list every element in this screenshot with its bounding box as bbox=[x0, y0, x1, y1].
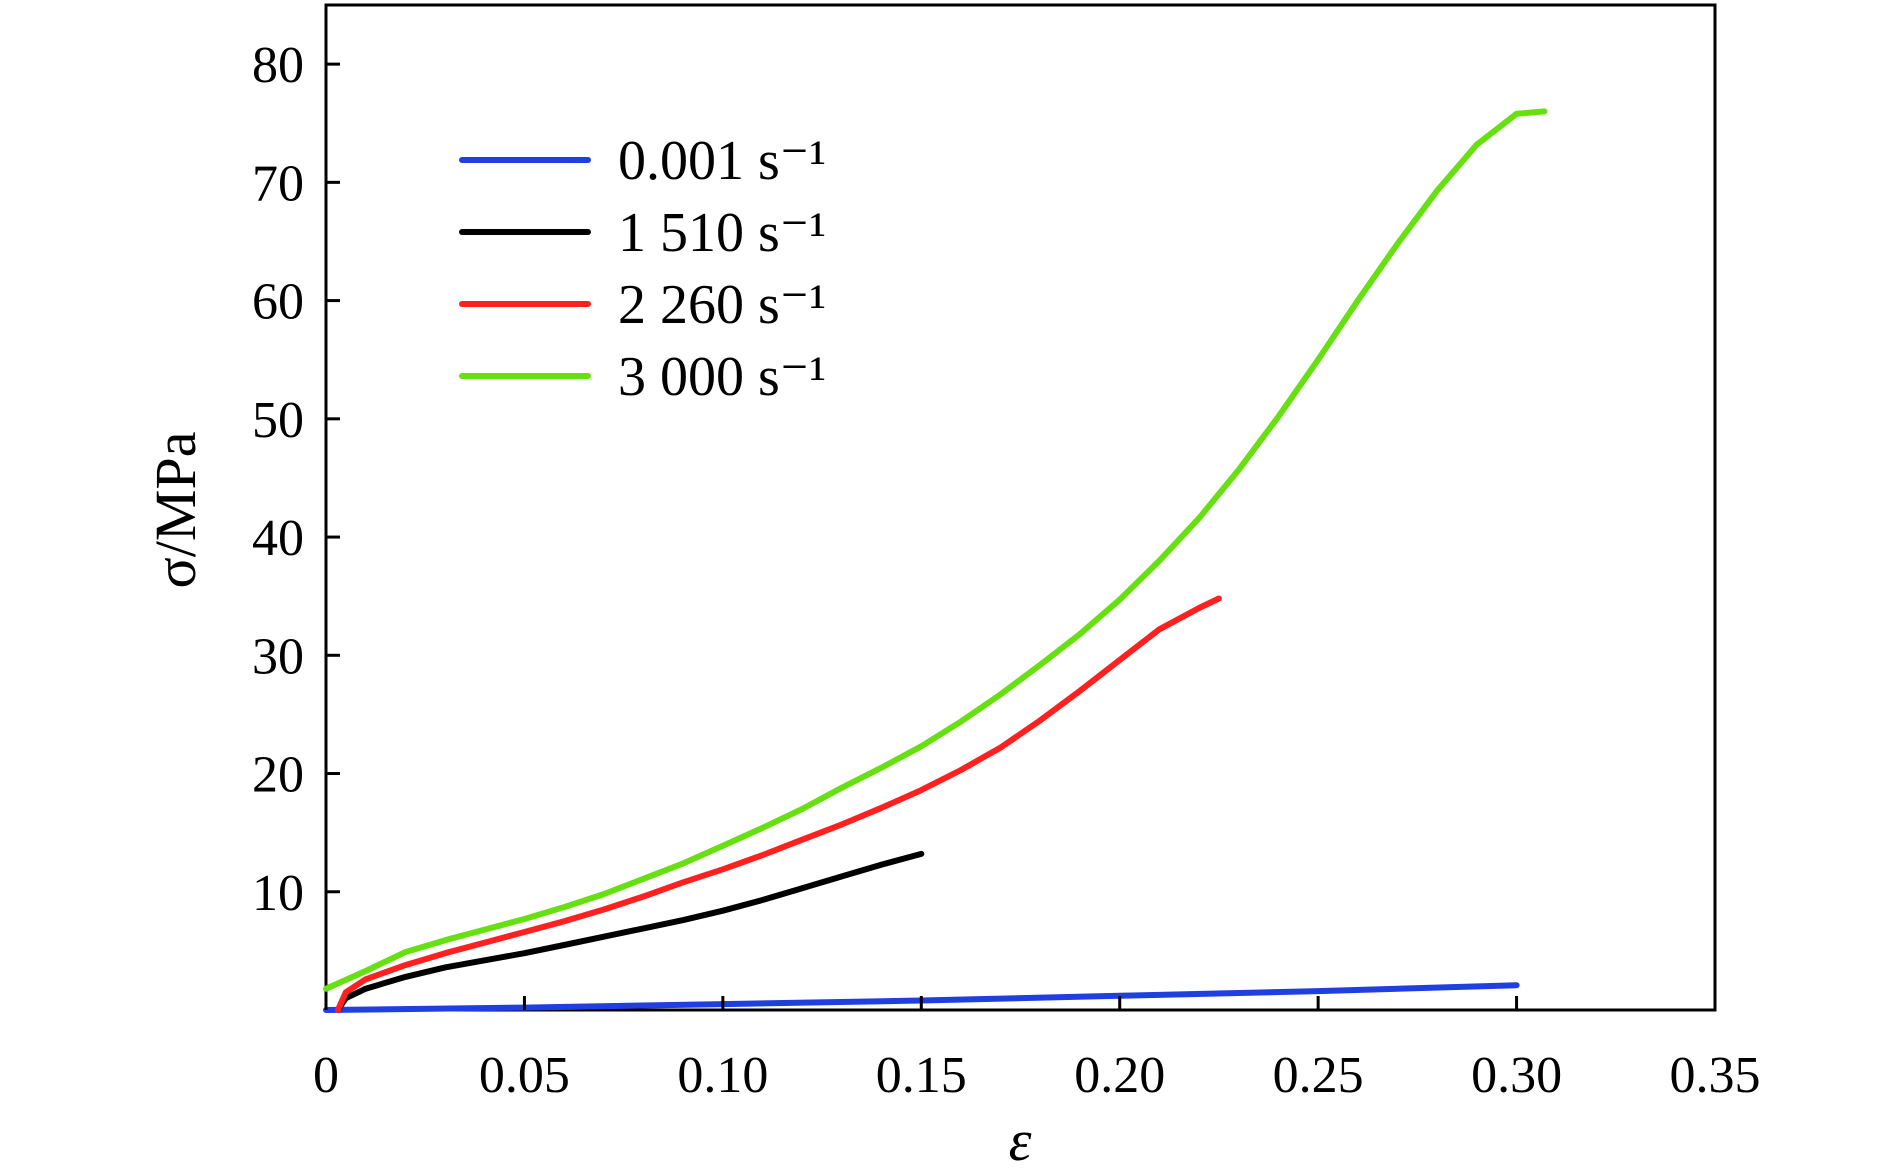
x-tick-label: 0.25 bbox=[1273, 1047, 1364, 1104]
y-tick-label: 50 bbox=[252, 392, 304, 449]
y-tick-label: 70 bbox=[252, 155, 304, 212]
x-tick-label: 0.10 bbox=[677, 1047, 768, 1104]
series-line bbox=[323, 108, 1548, 992]
legend: 0.001 s⁻¹ 1 510 s⁻¹ 2 260 s⁻¹ 3 000 s⁻¹ bbox=[459, 130, 826, 408]
legend-label: 0.001 s⁻¹ bbox=[618, 130, 826, 192]
y-tick-label: 40 bbox=[252, 510, 304, 567]
x-tick-label: 0.35 bbox=[1670, 1047, 1761, 1104]
legend-label: 3 000 s⁻¹ bbox=[618, 346, 826, 408]
ticks-layer: 0 0.05 0.10 0.15 0.20 0.25 0.30 0.35 10 20 30 40 50 6… bbox=[252, 37, 1761, 1104]
legend-label: 2 260 s⁻¹ bbox=[618, 274, 826, 336]
y-tick-label: 80 bbox=[252, 37, 304, 94]
x-tick-label: 0.20 bbox=[1074, 1047, 1165, 1104]
x-axis-label: ε bbox=[1009, 1108, 1032, 1169]
series-layer bbox=[323, 108, 1548, 1013]
legend-label: 1 510 s⁻¹ bbox=[618, 202, 826, 264]
x-tick-label: 0.05 bbox=[479, 1047, 570, 1104]
x-tick-label: 0 bbox=[313, 1047, 339, 1104]
y-axis-label: σ/MPa bbox=[143, 432, 208, 589]
y-tick-label: 10 bbox=[252, 865, 304, 922]
x-tick-label: 0.15 bbox=[876, 1047, 967, 1104]
y-tick-label: 60 bbox=[252, 274, 304, 331]
series-line bbox=[334, 595, 1222, 1013]
y-tick-label: 30 bbox=[252, 628, 304, 685]
plot-frame bbox=[324, 3, 1717, 1012]
x-tick-label: 0.30 bbox=[1471, 1047, 1562, 1104]
y-tick-label: 20 bbox=[252, 747, 304, 804]
series-line bbox=[334, 850, 925, 1013]
